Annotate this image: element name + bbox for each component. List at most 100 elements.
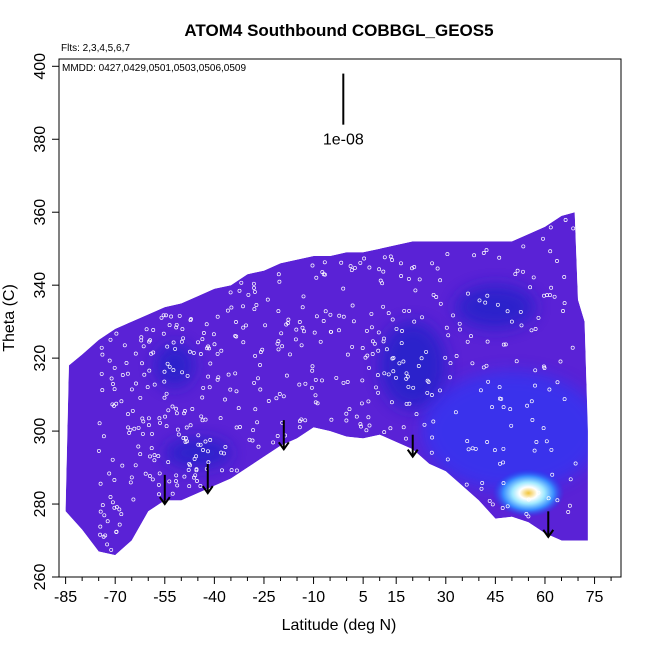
sample-point: [514, 359, 519, 364]
sample-point: [126, 425, 131, 430]
sample-point: [253, 407, 258, 412]
sample-point: [470, 446, 475, 451]
sample-point: [309, 385, 314, 390]
sample-point: [497, 385, 502, 390]
sample-point: [251, 281, 256, 286]
chart-subtitle: Flts: 2,3,4,5,6,7: [61, 43, 130, 54]
sample-point: [571, 226, 576, 231]
sample-point: [536, 315, 541, 320]
sample-point: [377, 267, 382, 272]
sample-point: [322, 260, 327, 265]
sample-point: [129, 475, 134, 480]
x-tick-label: 45: [486, 589, 504, 606]
sample-point: [481, 365, 486, 370]
sample-point: [501, 405, 506, 410]
sample-point: [234, 389, 239, 394]
sample-point: [99, 345, 104, 350]
sample-point: [120, 463, 125, 468]
sample-point: [402, 308, 407, 313]
sample-point: [406, 276, 411, 281]
sample-point: [181, 436, 186, 440]
sample-point: [263, 323, 268, 328]
flight-arrow: [406, 434, 419, 459]
sample-point: [274, 396, 279, 401]
sample-point: [486, 379, 491, 384]
sample-point: [314, 314, 319, 319]
sample-point: [464, 482, 469, 487]
sample-point: [117, 522, 122, 527]
sample-point: [170, 404, 175, 409]
sample-point: [318, 339, 323, 344]
sample-point: [148, 338, 153, 343]
flight-arrow-head: [277, 441, 290, 452]
sample-point: [276, 339, 281, 344]
sample-point: [480, 481, 485, 485]
chart-annotation: MMDD: 0427,0429,0501,0503,0506,0509: [62, 63, 246, 74]
sample-point: [310, 263, 315, 268]
sample-point: [341, 314, 346, 319]
sample-point: [122, 343, 127, 348]
sample-point: [203, 417, 208, 422]
x-tick-label: -10: [302, 589, 325, 606]
sample-point: [141, 344, 146, 349]
sample-point: [128, 480, 133, 485]
sample-point: [369, 325, 374, 330]
sample-point: [125, 371, 130, 376]
y-tick-label: 360: [32, 199, 49, 226]
sample-point: [198, 352, 203, 356]
sample-point: [134, 381, 138, 386]
sample-point: [501, 460, 506, 465]
dark-region: [455, 285, 536, 329]
sample-point: [110, 402, 115, 407]
sample-point: [533, 327, 538, 331]
sample-point: [431, 292, 436, 297]
sample-point: [228, 290, 233, 295]
sample-point: [528, 285, 533, 290]
sample-point: [152, 458, 157, 463]
sample-point: [127, 430, 132, 435]
sample-point: [542, 366, 547, 370]
sample-point: [563, 218, 568, 222]
sample-point: [413, 288, 418, 293]
sample-point: [485, 440, 490, 444]
sample-point: [518, 309, 523, 314]
sample-point: [152, 382, 157, 387]
sample-point: [174, 322, 179, 327]
sample-point: [151, 350, 156, 355]
sample-point: [162, 369, 167, 374]
sample-point: [188, 463, 192, 468]
sample-point: [174, 406, 178, 411]
sample-point: [300, 305, 305, 310]
sample-point: [219, 348, 224, 353]
sample-point: [549, 285, 554, 290]
sample-point: [465, 439, 470, 444]
sample-point: [547, 387, 552, 392]
sample-point: [156, 482, 161, 487]
sample-point: [501, 481, 506, 486]
sample-point: [194, 467, 199, 472]
sample-point: [558, 359, 563, 364]
sample-point: [354, 414, 359, 419]
sample-point: [406, 384, 411, 389]
sample-point: [206, 374, 211, 379]
sample-point: [487, 498, 492, 503]
sample-point: [497, 396, 502, 401]
sample-point: [339, 260, 344, 265]
flight-arrow-head: [542, 529, 555, 539]
sample-point: [360, 378, 365, 383]
sample-point: [438, 388, 442, 393]
sample-point: [394, 326, 399, 331]
y-tick-label: 260: [32, 564, 49, 591]
sample-point: [180, 370, 185, 375]
sample-point: [562, 301, 567, 306]
sample-point: [397, 361, 402, 366]
sample-point: [382, 430, 387, 435]
sample-point: [277, 279, 282, 284]
x-tick-label: -40: [203, 589, 226, 606]
sample-point: [370, 339, 375, 344]
x-tick-label: 15: [387, 589, 405, 606]
sample-point: [376, 330, 381, 335]
sample-point: [501, 342, 506, 347]
sample-point: [347, 407, 352, 412]
sample-point: [435, 266, 440, 271]
